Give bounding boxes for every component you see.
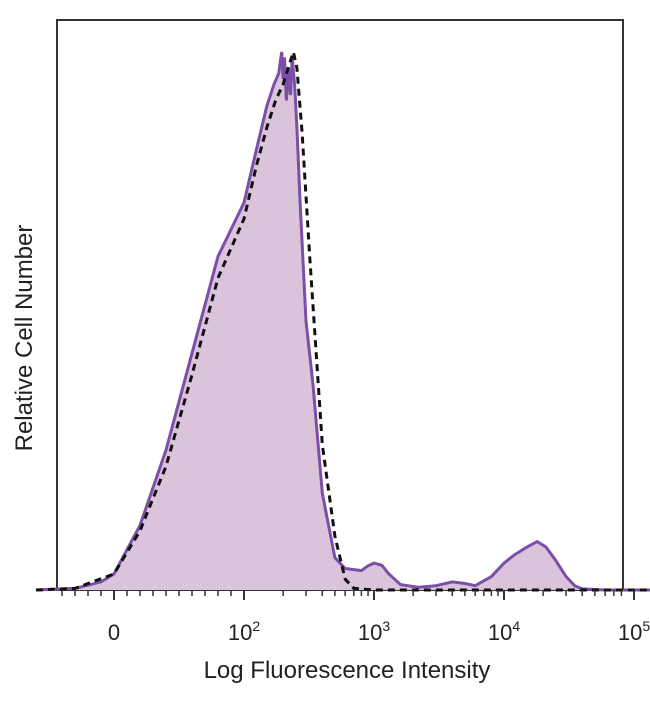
stained-histogram-line [35,51,650,592]
x-axis-major-ticks [113,590,635,600]
x-tick-label: 105 [618,618,650,645]
x-tick-label: 103 [358,618,390,645]
x-tick-label: 0 [108,620,120,645]
x-tick-label: 104 [488,618,520,645]
control-histogram-dashed-line [35,46,650,592]
plot-frame [56,19,624,591]
x-axis-tick-labels: 0 102 103 104 105 [108,618,650,645]
stained-histogram-fill [36,52,650,590]
y-axis-title: Relative Cell Number [11,225,38,452]
x-axis-minor-ticks [61,590,623,596]
x-tick-label: 102 [228,618,260,645]
x-axis-title: Log Fluorescence Intensity [204,657,491,684]
